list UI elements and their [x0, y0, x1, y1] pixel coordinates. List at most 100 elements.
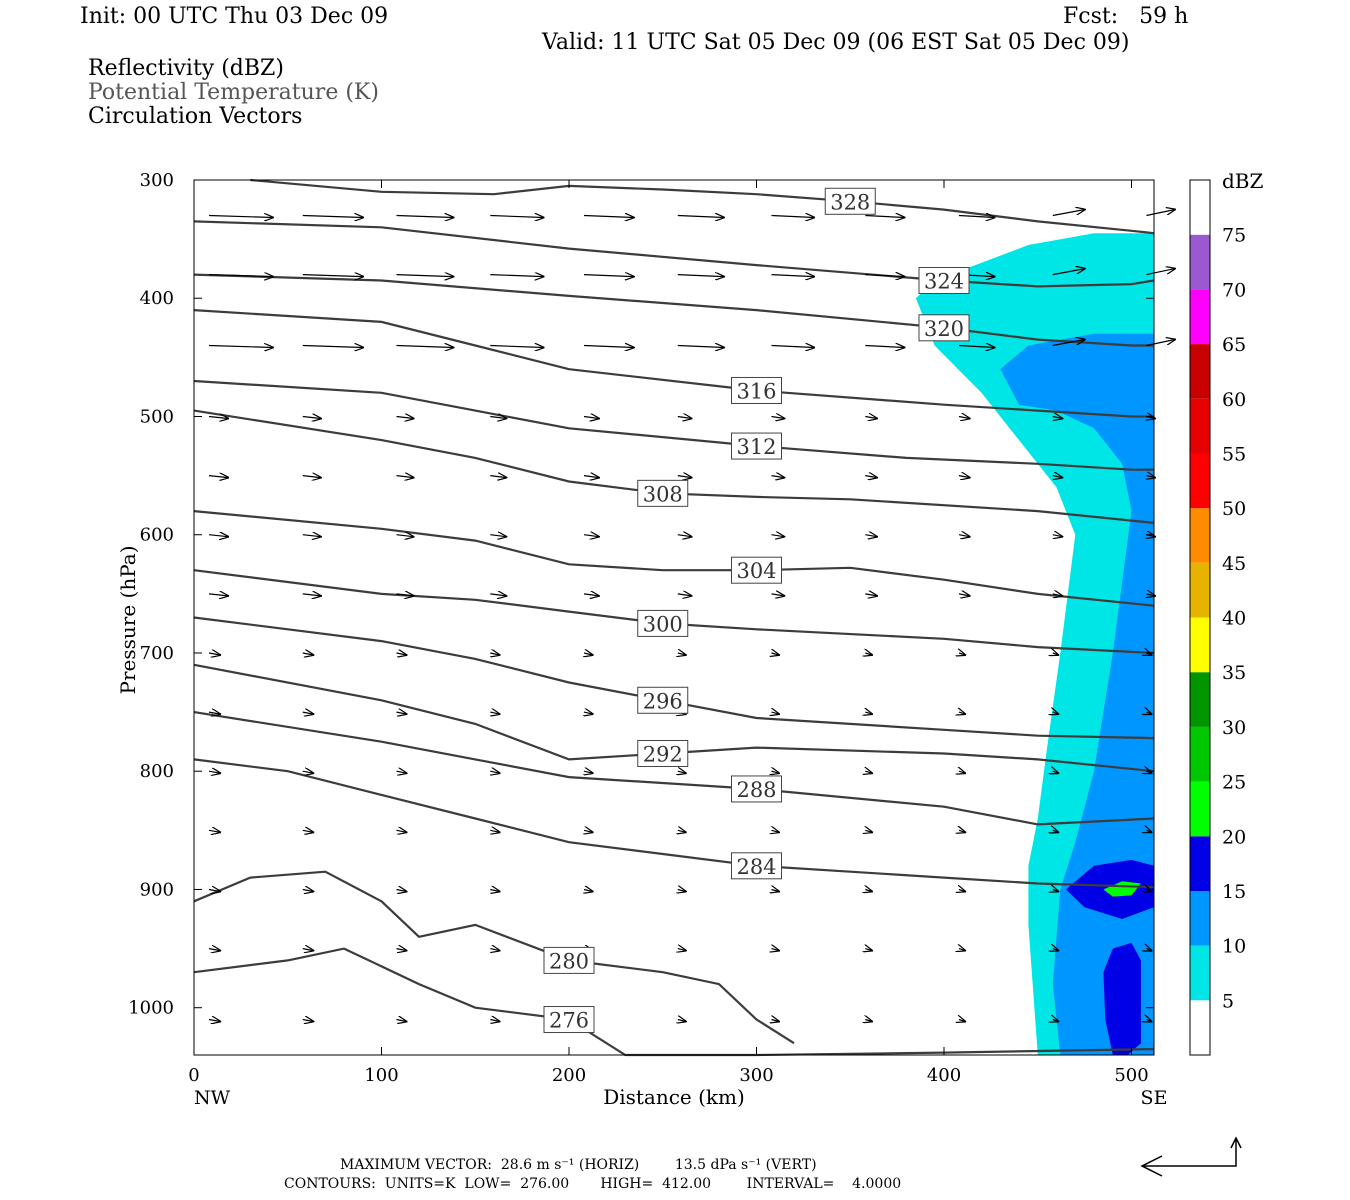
circulation-vector: [865, 949, 872, 951]
contour-label-320: 320: [924, 317, 964, 341]
contour-label-304: 304: [736, 559, 776, 583]
circulation-vector: [771, 594, 785, 596]
circulation-vector: [958, 346, 995, 348]
circulation-vector: [677, 216, 724, 218]
x-tick-label: 200: [552, 1065, 586, 1086]
circulation-vector: [208, 1020, 220, 1022]
circulation-vector: [958, 476, 970, 478]
circulation-vector: [772, 653, 780, 655]
circulation-vector: [1053, 771, 1059, 773]
colorbar-unit: dBZ: [1222, 169, 1264, 193]
circulation-vector: [678, 830, 686, 832]
circulation-vector: [772, 949, 780, 951]
circulation-vector: [772, 712, 780, 714]
circulation-vector: [1053, 1020, 1059, 1022]
circulation-vector: [583, 216, 634, 218]
circulation-vector: [771, 275, 815, 277]
circulation-vector: [958, 535, 970, 537]
colorbar-segment: [1190, 726, 1210, 782]
init-time-label: Init: 00 UTC Thu 03 Dec 09: [80, 4, 389, 29]
circulation-vector: [490, 476, 506, 478]
y-axis-label: Pressure (hPa): [116, 546, 140, 695]
circulation-vector: [1053, 476, 1063, 478]
x-tick-label: 100: [364, 1065, 398, 1086]
contour-label-312: 312: [736, 435, 776, 459]
circulation-vector: [396, 653, 407, 655]
circulation-vector: [583, 346, 634, 348]
circulation-vector: [772, 890, 780, 892]
circulation-vector: [959, 890, 965, 892]
contour-label-308: 308: [643, 482, 683, 506]
circulation-vector: [490, 535, 506, 537]
colorbar-segment: [1190, 890, 1210, 946]
circulation-vector: [583, 476, 599, 478]
circulation-vector: [302, 476, 321, 478]
colorbar-segment: [1190, 672, 1210, 727]
circulation-vector: [396, 476, 414, 478]
circulation-vector: [490, 712, 499, 714]
circulation-vector: [959, 949, 965, 951]
circulation-vector: [208, 275, 273, 277]
valid-time-label: Valid: 11 UTC Sat 05 Dec 09 (06 EST Sat …: [542, 30, 1130, 55]
theta-contour-276: [193, 947, 1155, 1057]
circulation-vector: [208, 216, 273, 218]
theta-contour-320: [193, 273, 1154, 347]
contour-info-note: CONTOURS: UNITS=K LOW= 276.00 HIGH= 412.…: [284, 1176, 902, 1192]
circulation-vector: [865, 216, 904, 218]
circulation-vector: [677, 275, 724, 277]
colorbar-segment: [1190, 1000, 1210, 1055]
circulation-vector: [490, 890, 499, 892]
circulation-vector: [1147, 1020, 1152, 1022]
theta-contour-284: [193, 758, 1155, 889]
x-tick-label: 500: [1114, 1065, 1148, 1086]
theta-contour-280: [193, 870, 795, 1045]
circulation-vector: [208, 949, 220, 951]
circulation-vector: [958, 216, 995, 218]
circulation-vector: [208, 712, 220, 714]
colorbar-level-label: 60: [1222, 389, 1246, 411]
contour-label-box: [543, 946, 595, 974]
circulation-vector: [1053, 594, 1063, 596]
colorbar-level-label: 25: [1222, 772, 1246, 794]
circulation-vector: [302, 830, 314, 832]
y-tick-label: 1000: [128, 998, 174, 1019]
circulation-vector: [1053, 712, 1059, 714]
forecast-hour-label: Fcst: 59 h: [1063, 4, 1189, 29]
colorbar-segment: [1190, 180, 1210, 235]
colorbar-level-label: 30: [1222, 717, 1246, 739]
colorbar-level-label: 20: [1222, 826, 1246, 848]
contour-label-box: [731, 376, 782, 404]
circulation-vector: [771, 417, 785, 419]
circulation-vector: [396, 594, 414, 596]
circulation-vector: [865, 275, 904, 277]
contour-label-324: 324: [924, 270, 964, 294]
circulation-vector: [490, 594, 506, 596]
y-tick-label: 400: [140, 288, 174, 309]
colorbar-level-label: 10: [1222, 936, 1246, 958]
circulation-vector: [959, 653, 965, 655]
field-label-vectors: Circulation Vectors: [88, 104, 303, 129]
circulation-vector: [1053, 535, 1063, 537]
circulation-vector: [490, 216, 543, 218]
circulation-vector: [396, 830, 407, 832]
colorbar-level-label: 15: [1222, 881, 1246, 903]
contour-label-box: [918, 267, 970, 295]
dbz-20-region: [1103, 881, 1141, 897]
circulation-vector: [396, 1020, 407, 1022]
circulation-vector: [677, 535, 692, 537]
colorbar-segment: [1190, 836, 1210, 891]
contour-label-284: 284: [736, 855, 776, 879]
circulation-vector: [584, 830, 593, 832]
circulation-vector: [583, 535, 599, 537]
circulation-vector: [1053, 417, 1063, 419]
circulation-vector: [959, 771, 965, 773]
contour-label-box: [637, 686, 689, 714]
contour-label-292: 292: [643, 742, 683, 766]
circulation-vector: [1053, 653, 1059, 655]
circulation-vector: [677, 417, 692, 419]
contour-label-box: [637, 479, 689, 507]
circulation-vector: [396, 712, 407, 714]
y-tick-label: 600: [140, 525, 174, 546]
contour-labels: 328 324 320 316 312 308 304 300 296 292 288 284 280 2…: [543, 187, 970, 1034]
circulation-vector: [302, 346, 363, 348]
